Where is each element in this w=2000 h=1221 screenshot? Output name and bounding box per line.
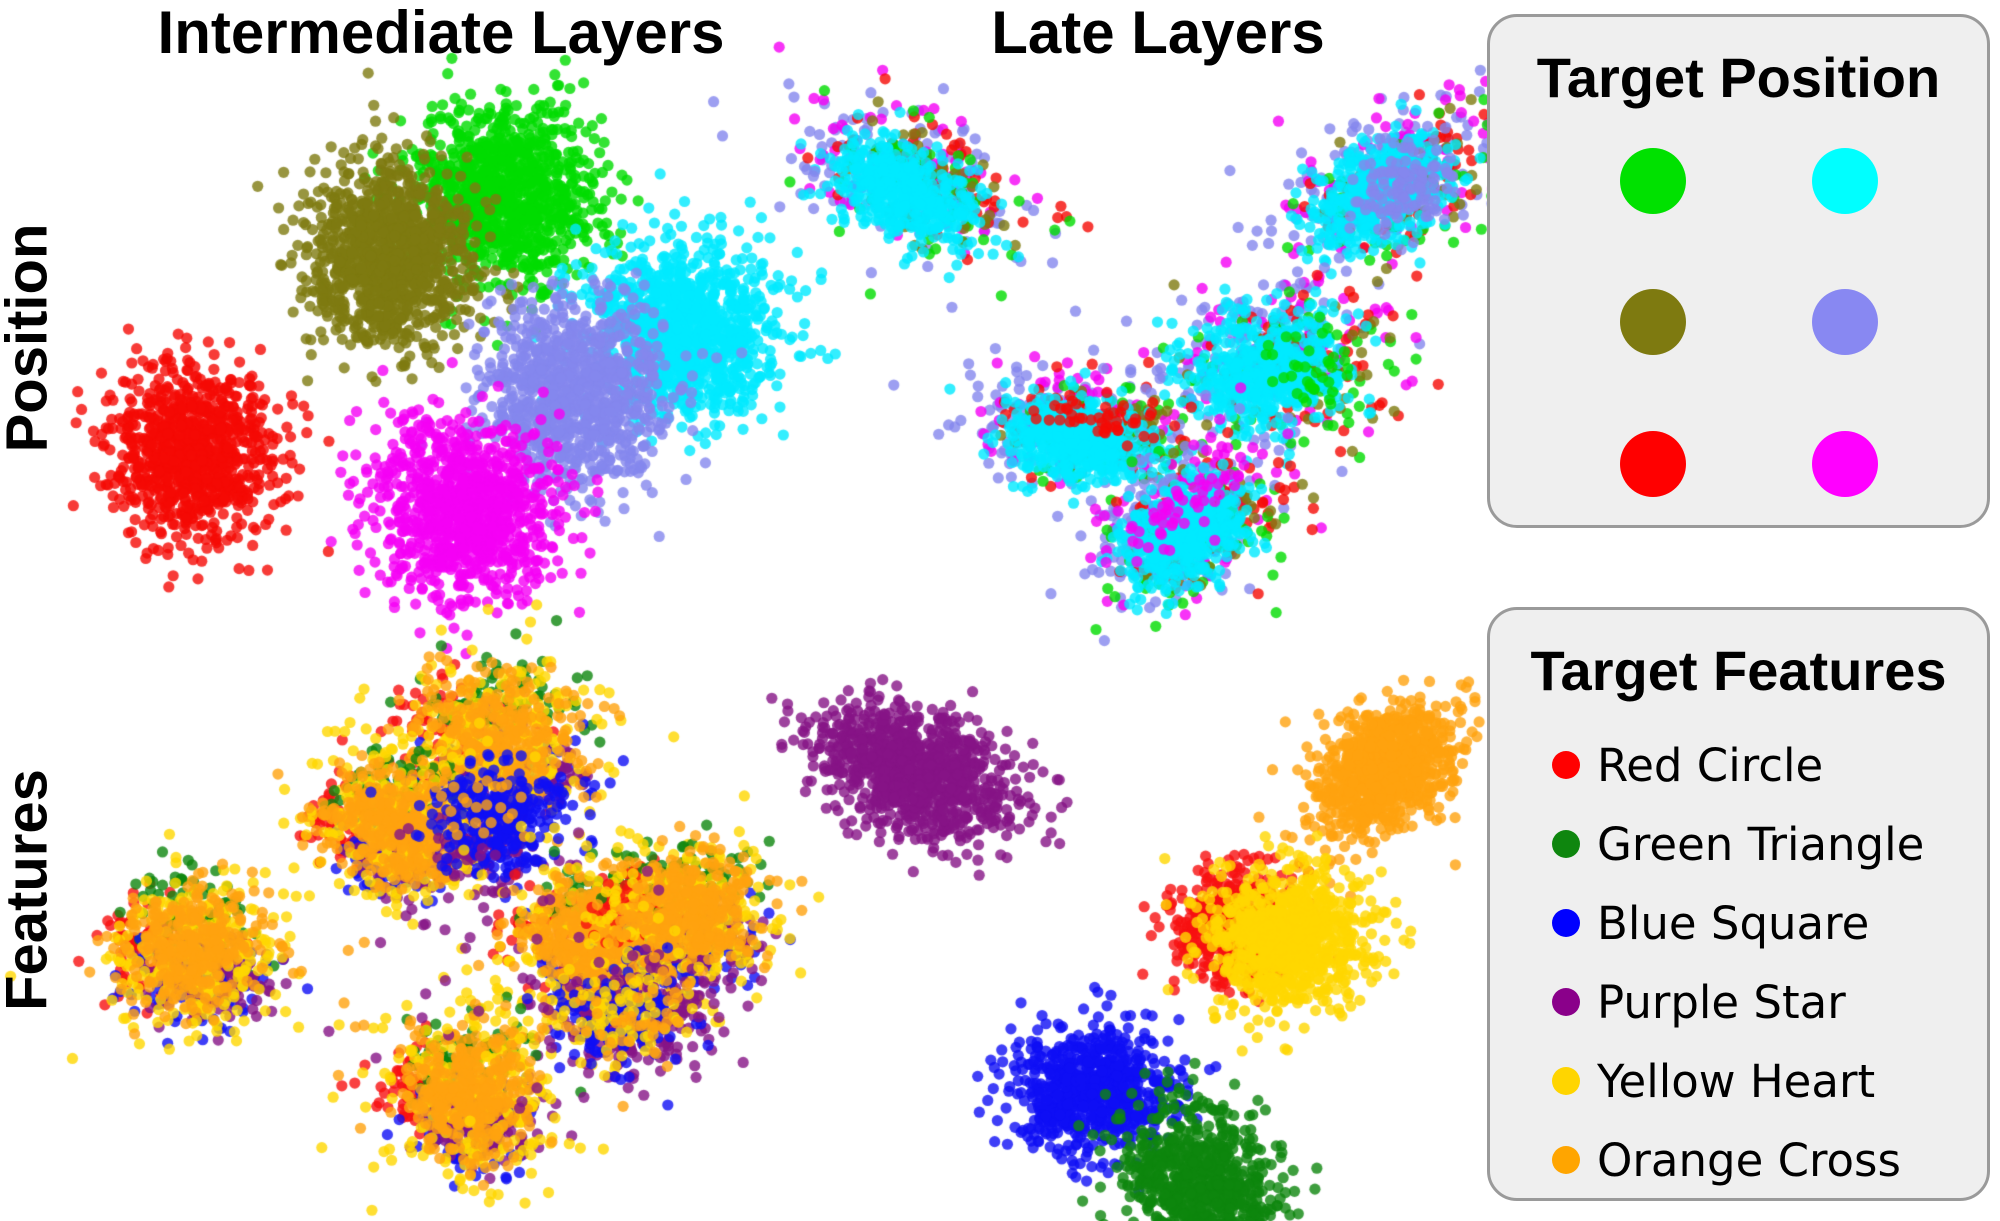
- feature-legend-item: Yellow Heart: [1552, 1051, 1875, 1111]
- orange-cross-dot: [1552, 1146, 1580, 1174]
- legend-target-position-title: Target Position: [1536, 46, 1941, 109]
- column-title-intermediate-layers: Intermediate Layers: [157, 0, 725, 66]
- feature-legend-item: Blue Square: [1552, 893, 1869, 953]
- row-label-features: Features: [0, 769, 60, 1011]
- legend-target-features-title: Target Features: [1530, 639, 1947, 702]
- position-top-left-dot: [1620, 148, 1686, 214]
- feature-legend-label: Green Triangle: [1597, 817, 1925, 871]
- feature-legend-label: Orange Cross: [1597, 1133, 1901, 1187]
- feature-legend-item: Purple Star: [1552, 972, 1846, 1032]
- legend-target-position: Target Position: [1487, 14, 1990, 528]
- feature-legend-item: Green Triangle: [1552, 814, 1924, 874]
- purple-star-dot: [1552, 988, 1580, 1016]
- column-title-late-layers: Late Layers: [991, 0, 1325, 66]
- feature-legend-label: Red Circle: [1597, 738, 1824, 792]
- position-middle-left-dot: [1620, 289, 1686, 355]
- red-circle-dot: [1552, 751, 1580, 779]
- yellow-heart-dot: [1552, 1067, 1580, 1095]
- position-middle-right-dot: [1812, 289, 1878, 355]
- feature-legend-label: Yellow Heart: [1597, 1054, 1876, 1108]
- row-label-position: Position: [0, 223, 60, 453]
- feature-legend-label: Purple Star: [1597, 975, 1846, 1029]
- feature-legend-item: Red Circle: [1552, 735, 1823, 795]
- blue-square-dot: [1552, 909, 1580, 937]
- position-bottom-left-dot: [1620, 431, 1686, 497]
- feature-legend-label: Blue Square: [1597, 896, 1870, 950]
- feature-legend-item: Orange Cross: [1552, 1130, 1901, 1190]
- position-bottom-right-dot: [1812, 431, 1878, 497]
- green-triangle-dot: [1552, 830, 1580, 858]
- position-top-right-dot: [1812, 148, 1878, 214]
- legend-target-features: Target Features Red Circle Green Triangle…: [1487, 607, 1990, 1201]
